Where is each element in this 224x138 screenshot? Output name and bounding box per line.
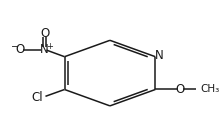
- Text: −: −: [11, 42, 19, 52]
- Text: +: +: [46, 42, 53, 51]
- Text: CH₃: CH₃: [200, 84, 219, 95]
- Text: N: N: [155, 49, 164, 62]
- Text: O: O: [15, 43, 24, 56]
- Text: N: N: [40, 43, 49, 56]
- Text: Cl: Cl: [31, 91, 43, 104]
- Text: O: O: [40, 27, 49, 40]
- Text: O: O: [176, 83, 185, 96]
